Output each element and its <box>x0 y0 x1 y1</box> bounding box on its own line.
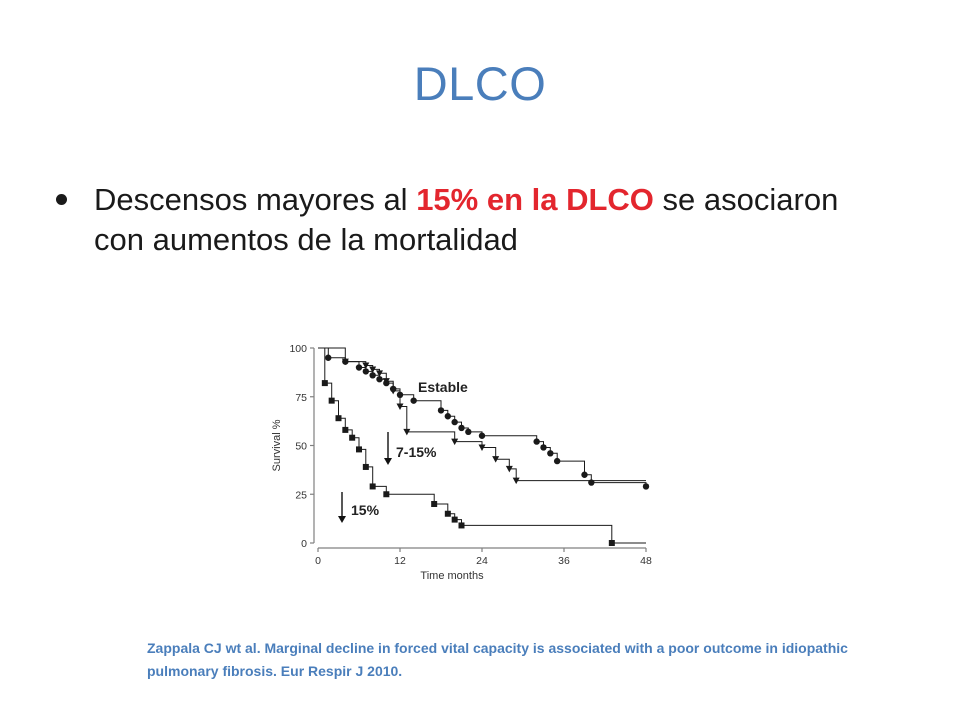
y-tick-label: 0 <box>301 538 307 550</box>
marker-circle <box>410 397 417 404</box>
y-tick-label: 25 <box>295 489 307 501</box>
marker-square <box>444 510 451 517</box>
x-tick-label: 12 <box>394 555 406 567</box>
marker-triangle <box>369 366 377 373</box>
marker-square <box>608 540 615 546</box>
marker-square <box>349 434 356 441</box>
marker-circle <box>355 364 363 371</box>
marker-square <box>342 426 349 433</box>
bullet-item: Descensos mayores al 15% en la DLCO se a… <box>56 180 876 260</box>
marker-circle <box>533 438 540 445</box>
marker-circle <box>444 413 452 420</box>
marker-square <box>431 501 438 507</box>
marker-circle <box>362 368 370 375</box>
bullet-dot-icon <box>56 194 67 205</box>
marker-triangle <box>505 465 513 473</box>
marker-triangle <box>451 438 459 446</box>
marker-square <box>356 446 362 453</box>
marker-circle <box>478 432 486 439</box>
arrow-7-15-head <box>384 458 392 465</box>
annotation-estable: Estable <box>418 379 468 395</box>
survival-chart-svg: 0 25 50 75 100 0 12 24 36 48 Time months Survival %… <box>271 343 652 582</box>
marker-square <box>328 397 335 404</box>
slide-title: DLCO <box>413 57 547 110</box>
citation: Zappala CJ wt al. Marginal decline in fo… <box>147 640 848 679</box>
marker-circle <box>369 372 376 379</box>
annotation-15: 15% <box>351 502 380 518</box>
marker-circle <box>465 428 472 436</box>
marker-triangle <box>376 370 383 377</box>
marker-triangle <box>362 362 370 370</box>
y-tick-label: 75 <box>295 392 307 404</box>
marker-triangle <box>492 456 500 463</box>
x-tick-label: 24 <box>476 555 488 567</box>
x-tick-label: 48 <box>640 555 652 567</box>
series-line-1 <box>318 347 646 482</box>
bullet-text-part2: se asociaron con aumentos de la mortalid… <box>94 182 839 257</box>
bullet-text-part1: Descensos mayores al <box>94 182 417 217</box>
marker-circle <box>540 444 547 451</box>
marker-square <box>383 491 390 498</box>
marker-square <box>335 415 342 422</box>
marker-square <box>451 516 458 523</box>
marker-square <box>362 463 369 470</box>
arrow-15-head <box>338 516 346 523</box>
bullet-text: Descensos mayores al 15% en la DLCO se a… <box>94 180 876 260</box>
marker-square <box>369 483 376 490</box>
marker-circle <box>437 407 445 414</box>
x-tick-label: 36 <box>558 555 570 567</box>
annotation-7-15: 7-15% <box>396 444 437 460</box>
y-axis-label: Survival % <box>271 419 283 471</box>
y-tick-label: 50 <box>295 441 307 453</box>
survival-chart: 0 25 50 75 100 0 12 24 36 48 Time months Survival %… <box>262 330 672 590</box>
marker-circle <box>376 376 383 383</box>
y-tick-label: 100 <box>289 343 307 355</box>
marker-triangle <box>382 378 390 385</box>
marker-triangle <box>403 428 411 436</box>
marker-circle <box>553 457 561 465</box>
bullet-highlight: 15% en la DLCO <box>416 182 654 217</box>
marker-circle <box>581 471 588 478</box>
marker-triangle <box>389 387 397 395</box>
marker-circle <box>642 483 650 490</box>
marker-triangle <box>396 403 404 410</box>
marker-triangle <box>341 358 349 366</box>
marker-circle <box>325 354 332 361</box>
marker-triangle <box>478 444 486 451</box>
x-axis-label: Time months <box>420 570 484 582</box>
marker-triangle <box>512 477 520 485</box>
marker-square <box>458 522 465 529</box>
marker-circle <box>458 424 465 432</box>
x-tick-label: 0 <box>315 555 321 567</box>
marker-circle <box>547 450 554 457</box>
marker-square <box>321 380 328 387</box>
marker-circle <box>451 418 458 426</box>
